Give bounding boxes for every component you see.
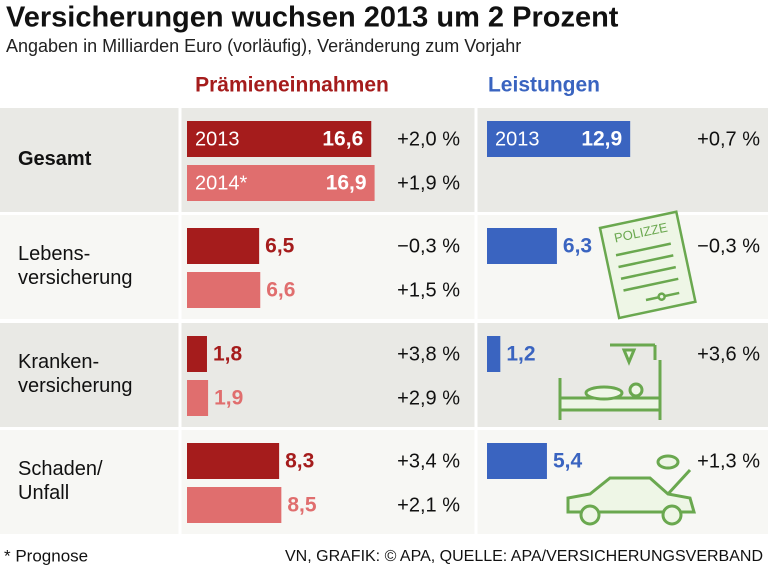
bar [187, 228, 260, 264]
chart-title: Versicherungen wuchsen 2013 um 2 Prozent [6, 2, 619, 34]
value-label: 16,6 [322, 128, 363, 151]
bar [187, 336, 207, 372]
change-label: +3,8 % [397, 343, 460, 365]
bar [187, 443, 280, 479]
change-label: +2,0 % [397, 128, 460, 150]
value-label: 16,9 [326, 172, 367, 195]
category-label: Gesamt [18, 148, 92, 170]
icon-smoke [656, 454, 680, 470]
icon-line [615, 242, 672, 257]
value-label: 12,9 [581, 128, 622, 151]
icon-wheel [661, 504, 683, 526]
panel-header: Prämieneinnahmen [195, 74, 389, 97]
icon-drip [621, 348, 637, 366]
bar [487, 443, 547, 479]
series-label: 2013 [195, 128, 240, 150]
footnote: * Prognose [4, 546, 88, 565]
value-label: 6,6 [266, 279, 295, 302]
category-label: Kranken-versicherung [18, 351, 133, 397]
bar [187, 487, 282, 523]
change-label: +1,5 % [397, 279, 460, 301]
icon-hood [666, 468, 692, 496]
icon-body [584, 385, 624, 401]
icon-line [623, 277, 679, 292]
value-label: 8,5 [287, 494, 317, 517]
icon-head [628, 382, 644, 398]
row-band [0, 108, 768, 212]
bar [187, 165, 375, 201]
change-label: −0,3 % [397, 235, 460, 257]
bar [487, 121, 631, 157]
value-label: 1,2 [506, 343, 535, 366]
value-label: 6,5 [265, 235, 295, 258]
value-label: 6,3 [563, 235, 592, 258]
icon-line [620, 265, 677, 280]
category-label: Schaden/Unfall [18, 458, 103, 504]
icon-car [566, 476, 696, 514]
bar [187, 272, 261, 308]
car-icon [566, 454, 696, 526]
change-label: +3,4 % [397, 450, 460, 472]
change-label: +2,9 % [397, 387, 460, 409]
change-label: +3,6 % [697, 343, 760, 365]
policy-icon: POLIZZE [598, 210, 697, 320]
source: VN, GRAFIK: © APA, QUELLE: APA/VERSICHER… [285, 548, 763, 565]
bar [187, 121, 372, 157]
value-label: 1,8 [213, 343, 243, 366]
bed-icon [558, 343, 662, 420]
icon-seal [657, 292, 666, 301]
value-label: 1,9 [214, 387, 243, 410]
bar [487, 228, 557, 264]
panel-header: Leistungen [488, 74, 600, 97]
change-label: +2,1 % [397, 494, 460, 516]
change-label: −0,3 % [697, 235, 760, 257]
bar [187, 380, 209, 416]
series-label: 2014* [195, 172, 247, 194]
bar [487, 336, 501, 372]
value-label: 8,3 [285, 450, 314, 473]
value-label: 5,4 [553, 450, 583, 473]
category-label: Lebens-versicherung [18, 243, 133, 289]
change-label: +1,9 % [397, 172, 460, 194]
icon-wheel [579, 504, 601, 526]
change-label: +0,7 % [697, 128, 760, 150]
series-label: 2013 [495, 128, 540, 150]
chart-subtitle: Angaben in Milliarden Euro (vorläufig), … [6, 36, 521, 56]
change-label: +1,3 % [697, 450, 760, 472]
icon-line [618, 254, 674, 269]
